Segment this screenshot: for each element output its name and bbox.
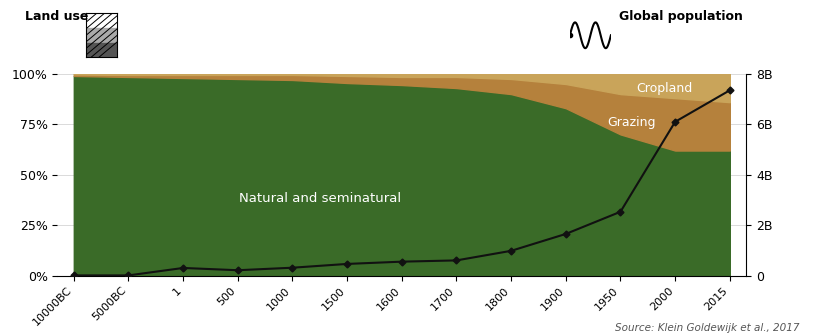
Text: Natural and seminatural: Natural and seminatural [238, 193, 400, 205]
Text: Global population: Global population [618, 10, 742, 23]
Text: Land use: Land use [25, 10, 88, 23]
Text: Grazing: Grazing [606, 116, 655, 129]
Text: Source: Klein Goldewijk et al., 2017: Source: Klein Goldewijk et al., 2017 [614, 323, 799, 333]
Text: Cropland: Cropland [636, 82, 691, 94]
